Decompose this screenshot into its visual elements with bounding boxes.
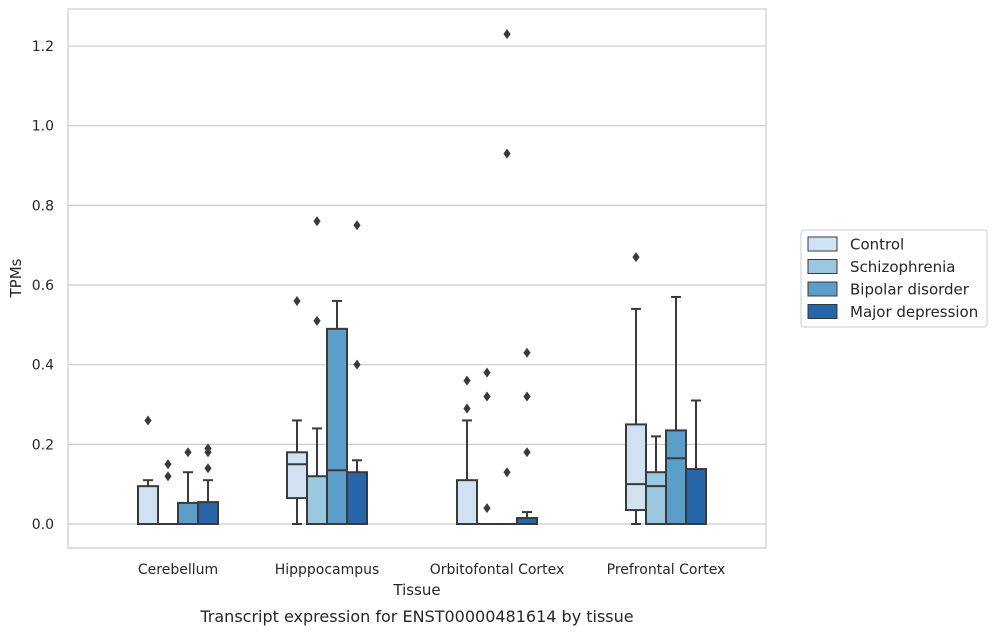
legend-frame [800,229,988,328]
box-body [177,501,199,526]
box-body [197,501,219,526]
outlier-point [523,391,531,402]
box-body [286,451,308,500]
box-3-3 [685,399,707,526]
outlier-point [313,216,321,227]
outlier-point [463,403,471,414]
box-body [665,429,687,526]
y-tick-label: 0.8 [32,198,54,214]
legend-swatch [807,259,838,274]
legend-label: Bipolar disorder [850,281,970,299]
y-tick-labels: 0.0 0.2 0.4 0.6 0.8 1.0 1.2 [32,39,54,533]
box-2-2 [496,29,518,526]
box-1-2 [326,299,348,526]
x-tick-label: Cerebellum [138,562,218,578]
box-3-2 [665,295,687,526]
outlier-point [523,347,531,358]
outlier-point [503,467,511,478]
outlier-point [184,447,192,458]
gridlines [68,45,766,525]
box-body [326,327,348,526]
outlier-point [503,29,511,40]
box-3-0 [625,252,647,525]
box-body [685,468,707,526]
outlier-point [632,252,640,263]
legend-label: Schizophrenia [850,258,955,276]
y-tick-label: 1.0 [32,119,54,135]
box-0-1 [157,459,179,526]
y-axis-label: TPMs [7,258,25,298]
box-2-1 [476,367,498,526]
box-0-0 [137,415,159,525]
outlier-point [164,471,172,482]
box-body [346,471,368,526]
box-1-3 [346,220,368,526]
outlier-point [483,367,491,378]
box-0-3 [197,443,219,526]
outlier-point [503,148,511,159]
box-0-2 [177,447,199,526]
outlier-point [293,295,301,306]
boxes [137,29,707,526]
outlier-point [523,447,531,458]
legend-label: Major depression [850,303,978,321]
outlier-point [204,463,212,474]
outlier-point [144,415,152,426]
outlier-point [463,375,471,386]
x-axis-label: Tissue [392,581,440,599]
box-2-3 [516,347,538,526]
x-tick-label: Hipppocampus [275,562,380,578]
x-tick-label: Orbitofontal Cortex [430,562,565,578]
outlier-point [483,503,491,514]
box-body [306,475,328,526]
legend: Control Schizophrenia Bipolar disorder Majo… [800,229,988,328]
legend-swatch [807,236,838,252]
x-tick-label: Prefrontal Cortex [607,562,726,578]
y-tick-label: 0.6 [32,278,54,294]
x-tick-labels: Cerebellum Hipppocampus Orbitofontal Corte… [138,562,725,578]
legend-swatch [807,304,838,319]
plot-frame [67,8,767,549]
legend-swatch [807,281,838,297]
outlier-point [313,315,321,326]
y-tick-label: 1.2 [32,39,54,55]
outlier-point [353,220,361,231]
box-1-0 [286,295,308,525]
y-tick-label: 0.2 [32,437,54,453]
y-tick-label: 0.0 [32,517,54,533]
chart-caption: Transcript expression for ENST0000048161… [199,607,633,626]
outlier-point [204,443,212,454]
outlier-point [353,359,361,370]
legend-label: Control [850,236,904,254]
box-body [625,423,647,512]
outlier-point [164,459,172,470]
box-body [456,479,478,526]
box-2-0 [456,375,478,526]
box-body [137,485,159,525]
y-tick-label: 0.4 [32,358,54,374]
outlier-point [483,391,491,402]
box-3-1 [645,435,667,526]
box-body [645,471,667,526]
box-1-1 [306,216,328,526]
